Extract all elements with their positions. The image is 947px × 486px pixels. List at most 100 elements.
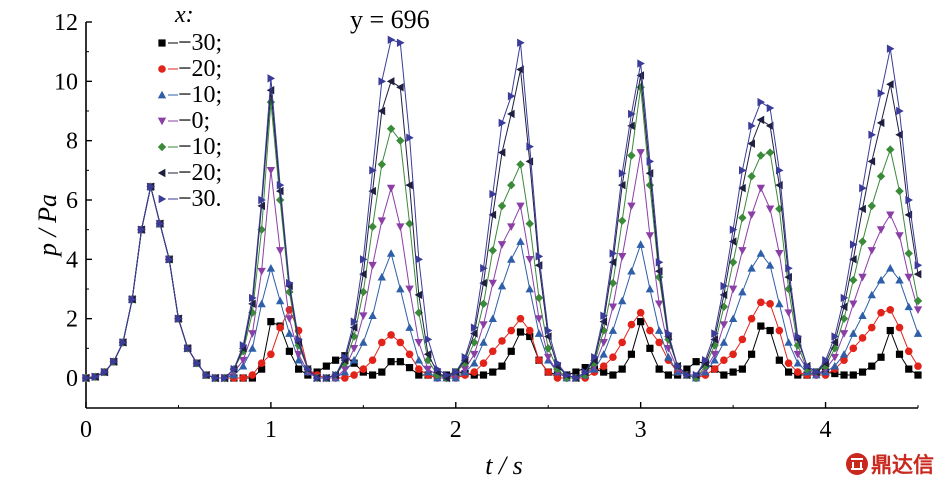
data-point [867,157,876,166]
data-point [876,226,886,234]
data-point [368,222,377,231]
legend-item: −0; [157,108,210,134]
data-point [748,350,756,358]
data-point [368,371,377,379]
data-point [489,368,497,376]
data-point [719,321,729,329]
data-point [868,130,876,139]
x-tick-label: 0 [80,417,92,443]
data-point [914,371,922,379]
data-point [165,255,174,264]
data-point [617,296,627,305]
data-point [138,225,146,234]
data-point [627,350,636,358]
data-point [877,89,886,98]
data-point [507,91,516,101]
data-point [581,370,590,380]
data-point [443,370,451,380]
data-point [591,353,599,362]
data-point [728,237,737,246]
data-point [304,364,313,374]
data-point [738,247,747,255]
data-point [415,365,423,373]
data-point [497,201,507,211]
data-point [294,350,303,359]
legend-label: −0; [178,108,210,134]
series-6 [82,35,922,383]
data-point [618,169,627,178]
data-point [332,356,340,364]
data-point [266,97,276,107]
data-point [202,370,211,380]
data-point [238,361,248,370]
watermark-logo-icon [846,453,868,475]
data-point [785,264,793,273]
x-tick-label: 2 [450,417,462,443]
data-point [470,323,479,332]
data-point [517,38,525,47]
data-point [627,151,636,160]
data-point [895,186,904,196]
data-point [470,329,478,338]
data-point [516,202,525,211]
data-point [756,115,765,125]
data-point [405,180,413,190]
data-point [711,329,719,338]
data-point [275,195,285,205]
watermark: 鼎达信 [846,453,934,477]
data-point [654,326,664,334]
y-tick-label: 6 [66,188,78,214]
data-point [839,350,849,358]
data-point [674,361,682,371]
data-point [544,353,553,362]
data-point [748,121,756,131]
data-point [793,358,803,367]
data-point [248,371,257,379]
y-tick-label: 12 [54,10,78,36]
data-point [876,275,886,284]
data-point [710,350,719,359]
data-point [368,186,376,196]
data-point [405,350,414,359]
data-point [793,341,803,350]
legend-marker [158,194,167,204]
data-point [803,361,812,371]
data-point [849,240,858,249]
data-point [387,331,395,339]
data-point [286,278,294,288]
legend-label: −30; [178,30,222,56]
data-point [332,370,340,380]
data-point [784,368,793,376]
data-point [257,299,266,308]
data-point [479,321,488,329]
data-point [295,365,303,373]
data-point [387,358,395,366]
data-point [683,365,691,373]
data-point [313,373,322,383]
data-point [489,189,497,199]
data-point [507,326,516,335]
legend-item: −10; [157,82,222,108]
data-point [497,148,506,157]
data-point [665,329,673,338]
data-point [849,255,857,264]
data-point [904,347,913,356]
data-point [794,332,803,341]
data-point [794,368,802,376]
data-point [359,287,368,297]
data-point [886,305,895,314]
data-point [276,180,285,190]
data-point [608,303,618,311]
data-point [840,371,848,379]
data-point [266,264,276,272]
data-point [267,74,276,83]
data-point [719,290,728,300]
data-point [600,368,608,376]
data-point [461,353,470,362]
data-point [175,314,183,323]
data-point [184,344,192,353]
data-point [655,338,663,347]
legend: x:−30;−20;−10;−0;−10;−20;−30. [157,2,222,212]
data-point [895,232,904,240]
